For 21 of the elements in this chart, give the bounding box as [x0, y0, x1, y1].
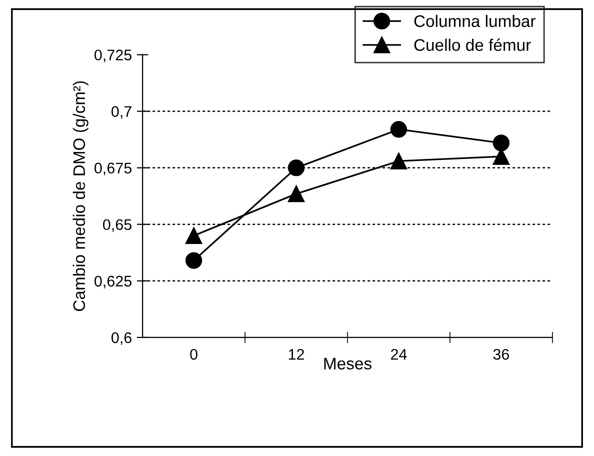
y-tick-label: 0,675 — [94, 162, 132, 176]
y-tick-label: 0,725 — [94, 50, 132, 62]
point — [185, 252, 202, 269]
point — [492, 134, 510, 152]
point — [288, 185, 305, 202]
point — [185, 227, 202, 244]
point — [288, 159, 305, 176]
legend-label: Cuello de fémur — [414, 38, 531, 51]
point — [390, 121, 408, 138]
x-tick-label: 12 — [288, 348, 304, 360]
x-tick-label: 24 — [390, 348, 407, 360]
y-tick-label: 0,6 — [112, 332, 132, 345]
y-axis-title: Cambio medio de DMO (g/cm²) — [72, 81, 88, 311]
y-tick-label: 0,7 — [112, 106, 132, 119]
x-axis-title: Meses — [324, 358, 372, 370]
x-tick-label: 36 — [493, 348, 510, 360]
y-tick-label: 0,65 — [103, 219, 132, 232]
point — [390, 152, 408, 170]
legend-label: Columna lumbar — [414, 14, 536, 28]
x-tick-label: 0 — [190, 348, 198, 360]
y-tick-label: 0,625 — [94, 276, 132, 288]
